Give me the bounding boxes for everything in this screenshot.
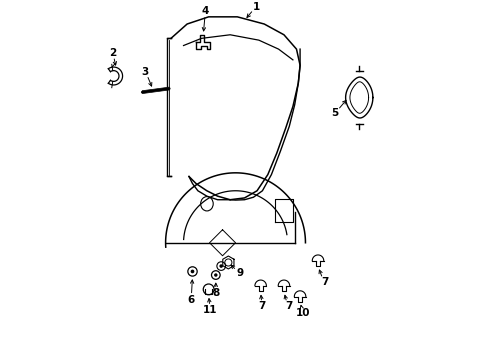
Text: 6: 6 [187, 295, 194, 305]
Text: 11: 11 [203, 305, 217, 315]
Circle shape [214, 273, 217, 277]
Text: 8: 8 [212, 288, 219, 298]
Circle shape [219, 264, 223, 268]
Text: 4: 4 [201, 6, 208, 17]
Text: 3: 3 [141, 67, 148, 77]
Text: 7: 7 [285, 301, 292, 311]
Text: 9: 9 [236, 267, 243, 278]
Text: 2: 2 [109, 48, 116, 58]
Text: 7: 7 [258, 301, 265, 311]
Text: 7: 7 [321, 277, 328, 287]
Text: 1: 1 [252, 2, 259, 12]
Text: 5: 5 [330, 108, 338, 118]
Circle shape [190, 270, 194, 273]
Text: 10: 10 [295, 308, 309, 318]
